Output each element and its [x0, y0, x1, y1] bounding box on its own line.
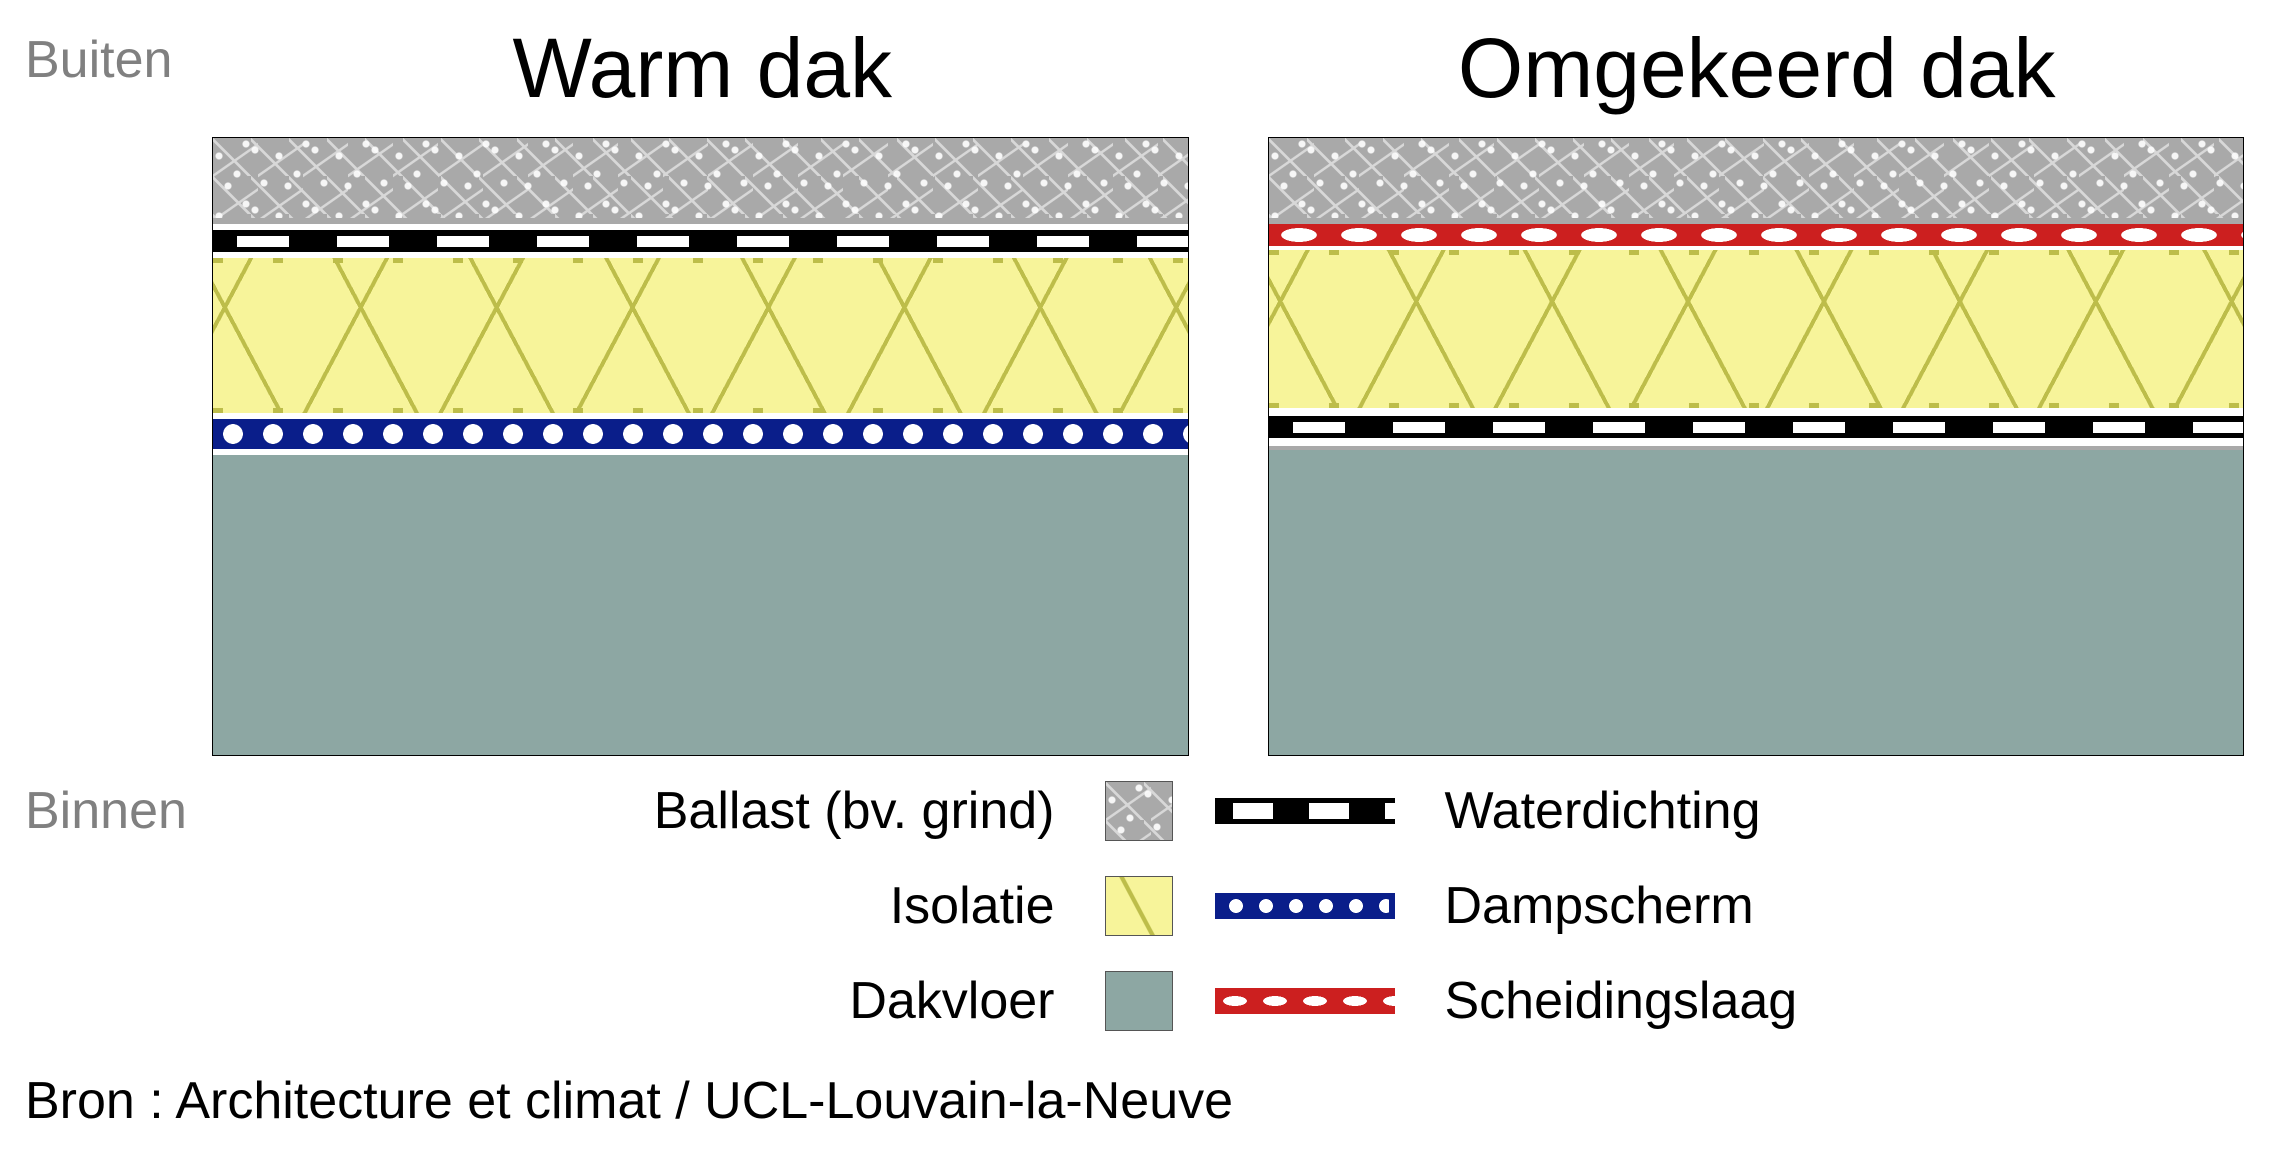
layer-ballast [213, 138, 1187, 218]
legend-label: Dakvloer [275, 971, 1075, 1031]
legend-grid: Ballast (bv. grind) Waterdichting Isolatie… [275, 781, 2244, 1031]
legend-label: Isolatie [275, 876, 1075, 936]
title-row: Buiten Warm dak Omgekeerd dak [25, 20, 2244, 117]
layer-waterdicht [213, 230, 1187, 252]
legend-label: Waterdichting [1445, 781, 2245, 841]
legend-label: Scheidingslaag [1445, 971, 2245, 1031]
inverted-roof-diagram [1268, 137, 2244, 756]
warm-roof-title: Warm dak [215, 20, 1190, 117]
source-line: Bron : Architecture et climat / UCL-Louv… [25, 1071, 2244, 1131]
layer-scheiding [1269, 224, 2243, 246]
diagrams-row [25, 137, 2244, 756]
swatch-dakvloer [1105, 971, 1173, 1031]
swatch-scheiding [1215, 988, 1395, 1014]
layer-dakvloer [213, 455, 1187, 755]
layer-dakvloer [1269, 450, 2243, 755]
outside-label: Buiten [25, 20, 215, 90]
layer-isolatie [213, 258, 1187, 413]
swatch-ballast [1105, 781, 1173, 841]
swatch-isolatie [1105, 876, 1173, 936]
layer-dampscherm [213, 419, 1187, 449]
swatch-waterdicht [1215, 798, 1395, 824]
layer-waterdicht [1269, 416, 2243, 438]
inverted-roof-title: Omgekeerd dak [1270, 20, 2245, 117]
swatch-dampscherm [1215, 893, 1395, 919]
layer-isolatie [1269, 250, 2243, 408]
inside-label: Binnen [25, 781, 275, 841]
layer-whitesep [1269, 408, 2243, 416]
legend-label: Dampscherm [1445, 876, 2245, 936]
warm-roof-diagram [212, 137, 1188, 756]
legend-area: Binnen Ballast (bv. grind) Waterdichting I… [25, 781, 2244, 1031]
infographic-root: Buiten Warm dak Omgekeerd dak Binnen Bal… [25, 20, 2244, 1131]
layer-ballast [1269, 138, 2243, 218]
layer-whitesep [1269, 438, 2243, 446]
legend-label: Ballast (bv. grind) [275, 781, 1075, 841]
